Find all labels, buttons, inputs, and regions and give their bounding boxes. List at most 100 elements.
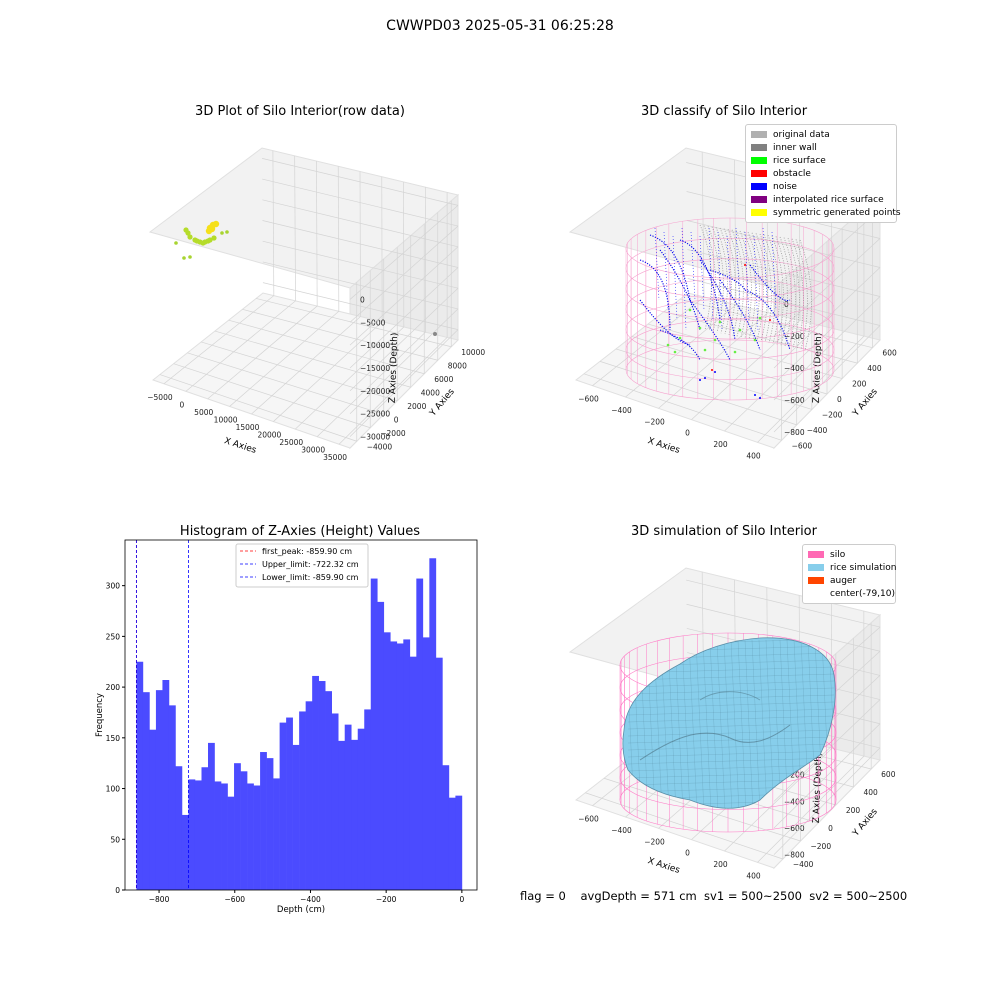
y-tick-label: 200 [852,380,867,389]
classify-legend-item: interpolated rice surface [751,193,891,206]
x-gridline [316,331,426,437]
y-tick-label: 2000 [407,402,426,411]
legend-label: inner wall [773,142,817,153]
noise-point [699,379,701,381]
noise-trace [659,249,701,331]
histogram-bar [214,781,222,890]
x-tick-label: 200 [713,860,728,869]
histogram-bar [188,779,196,890]
y-tick-label: 6000 [434,375,453,384]
x-gridline [251,316,361,415]
z-tick-label: −25000 [360,410,390,419]
noise-trace [679,239,721,321]
noise-trace [639,299,691,346]
x-tick-label: 35000 [323,453,347,462]
inner-wall-trace [707,226,720,332]
inner-wall-trace [771,235,784,345]
z-tick-label: −600 [784,824,805,833]
raw-point [225,230,229,234]
legend-swatch [751,170,767,177]
axes-frame [124,539,478,891]
z-tick-label: −15000 [360,364,390,373]
simulation-legend-item: auger [808,574,890,587]
surface-mesh-line [709,639,719,809]
y-gridline [583,373,782,441]
z-tick-label: −600 [784,396,805,405]
z-tick-label: 0 [784,300,789,309]
histogram-bar [338,740,346,890]
z-tick-label: −30000 [360,433,390,442]
z-gridline [262,240,459,289]
histogram-bar [181,814,189,890]
x-gridline [724,747,833,852]
z-gridline [349,287,459,392]
y-tick-label: 0 [394,415,399,424]
surface-mesh-line [758,639,768,809]
histogram-bar [299,711,306,890]
inner-wall-trace [767,235,780,344]
legend-label: original data [773,129,830,140]
simulation-legend-item: rice simulation [808,561,896,574]
noise-trace [753,235,759,331]
legend-swatch [808,577,824,584]
legend-label: noise [773,181,797,192]
y-gridline [663,311,858,364]
y-tick-label: −400 [807,426,828,435]
legend-label: Lower_limit: -859.90 cm [262,573,359,582]
inner-wall-trace [715,227,728,334]
surface-ridge [639,724,791,761]
z-gridline [687,278,881,326]
rice-surface-point [758,316,762,320]
z-gridline [773,238,881,337]
x-tick-label: −200 [644,417,665,426]
z-gridline [773,699,881,802]
surface-mesh-line [751,639,761,809]
histogram-bar [364,709,372,890]
y-axis-label: Frequency [95,693,105,737]
surface-mesh-line [627,764,835,772]
x-axis-label: X Axies [646,856,681,876]
raw-point [185,230,191,236]
y-tick-label: 4000 [421,388,440,397]
x-tick-label: 15000 [236,423,260,432]
histogram-bar [344,724,352,890]
z-gridline [261,158,459,206]
x-tick-label: −400 [300,895,321,904]
histogram-bar [448,797,456,890]
legend-swatch [751,157,767,164]
x-tick-label: 0 [459,895,464,904]
surface-mesh-line [765,639,775,809]
inner-wall-trace [727,229,740,336]
x-tick-label: 0 [685,429,690,438]
z-tick-label: −20000 [360,387,390,396]
surface-mesh-line [702,639,712,809]
status-footer: flag = 0 avgDepth = 571 cm sv1 = 500~250… [520,889,908,903]
y-tick-label: 300 [106,582,121,591]
x-gridline [273,321,383,422]
legend-swatch [751,131,767,138]
simulation-plot-title: 3D simulation of Silo Interior [631,524,817,539]
histogram-bar [390,641,398,890]
y-gridline [228,319,425,375]
histogram-bar [194,780,202,890]
histogram-bar [253,785,261,890]
x-axis-label: X Axies [646,436,681,456]
noise-trace [744,289,791,351]
z-tick-label: −200 [784,771,805,780]
inner-wall-trace [783,237,796,347]
raw-point [200,240,206,246]
histogram-bar [312,675,319,890]
y-tick-label: 600 [881,770,896,779]
surface-mesh-line [627,673,835,681]
z-gridline [349,329,459,437]
noise-trace [717,231,723,331]
y-gridline [631,336,828,395]
noise-trace [654,227,660,301]
obstacle-point [769,319,771,321]
x-gridline [163,295,275,385]
rice-surface-point [753,338,757,342]
noise-trace [659,329,701,361]
y-tick-label: 200 [106,683,121,692]
histogram-bar [208,742,215,890]
